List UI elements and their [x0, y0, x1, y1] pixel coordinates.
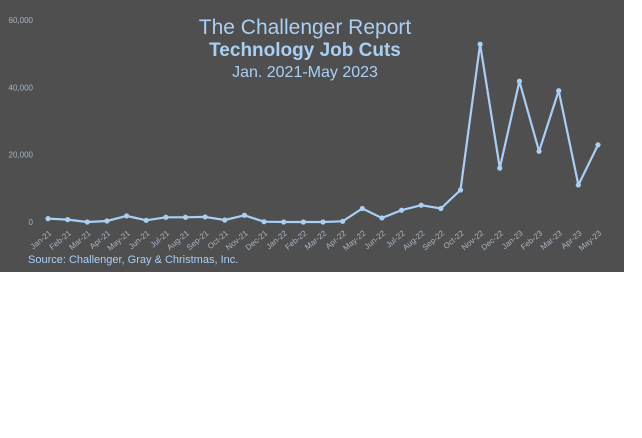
- data-point: [182, 214, 189, 220]
- data-point: [84, 219, 90, 225]
- data-point: [457, 187, 464, 193]
- x-tick-label: May-22: [341, 228, 368, 252]
- data-point: [241, 212, 248, 218]
- data-point: [438, 205, 444, 212]
- chart-title: The Challenger Report: [198, 16, 412, 39]
- x-tick-label: Jun-21: [127, 228, 152, 251]
- x-tick-label: Sep-21: [185, 228, 211, 252]
- x-tick-label: Dec-21: [244, 228, 270, 252]
- data-point: [516, 78, 523, 84]
- data-point: [340, 218, 346, 224]
- data-point: [477, 41, 483, 47]
- y-tick-label: 40,000: [9, 83, 34, 92]
- y-tick-label: 20,000: [9, 151, 34, 160]
- data-point: [281, 219, 287, 225]
- chart-panel: 0 20,000 40,000 60,000 Jan-21 Feb-21 Mar-21 Ap…: [0, 0, 624, 272]
- data-point: [595, 142, 601, 148]
- data-point: [261, 219, 267, 225]
- line-chart: 0 20,000 40,000 60,000 Jan-21Feb-21Mar-21Ap…: [9, 16, 604, 253]
- data-point: [143, 217, 149, 223]
- data-point: [536, 148, 542, 154]
- y-tick-label: 60,000: [9, 16, 34, 25]
- chart-period: Jan. 2021-May 2023: [232, 64, 378, 81]
- x-tick-label: Mar-23: [539, 228, 565, 252]
- data-point: [45, 216, 51, 222]
- chart-subtitle: Technology Job Cuts: [209, 40, 401, 61]
- x-tick-label: May-23: [577, 228, 604, 252]
- source-note: Source: Challenger, Gray & Christmas, In…: [28, 254, 239, 266]
- x-tick-label: Mar-22: [303, 228, 329, 252]
- data-point: [300, 219, 306, 225]
- data-point: [575, 182, 581, 188]
- x-tick-label: May-21: [106, 228, 133, 252]
- x-tick-label: Mar-21: [67, 228, 93, 252]
- y-tick-label: 0: [29, 218, 34, 227]
- data-point: [163, 214, 169, 220]
- x-tick-label: Sep-22: [421, 228, 447, 252]
- data-point: [320, 219, 326, 225]
- data-point: [556, 88, 562, 94]
- data-point: [379, 215, 385, 221]
- data-points: [45, 41, 601, 225]
- x-tick-label: Dec-22: [480, 228, 506, 252]
- data-point: [222, 217, 228, 223]
- data-point: [202, 214, 208, 220]
- y-axis: 0 20,000 40,000 60,000: [9, 16, 34, 227]
- data-point: [65, 217, 71, 223]
- x-tick-label: Jun-22: [363, 228, 388, 251]
- data-point: [123, 213, 130, 219]
- data-point: [398, 207, 405, 213]
- x-axis: Jan-21Feb-21Mar-21Apr-21May-21Jun-21Jul-…: [29, 228, 604, 252]
- data-point: [104, 218, 110, 224]
- data-point: [497, 165, 503, 171]
- data-point: [359, 205, 365, 212]
- data-point: [418, 202, 424, 208]
